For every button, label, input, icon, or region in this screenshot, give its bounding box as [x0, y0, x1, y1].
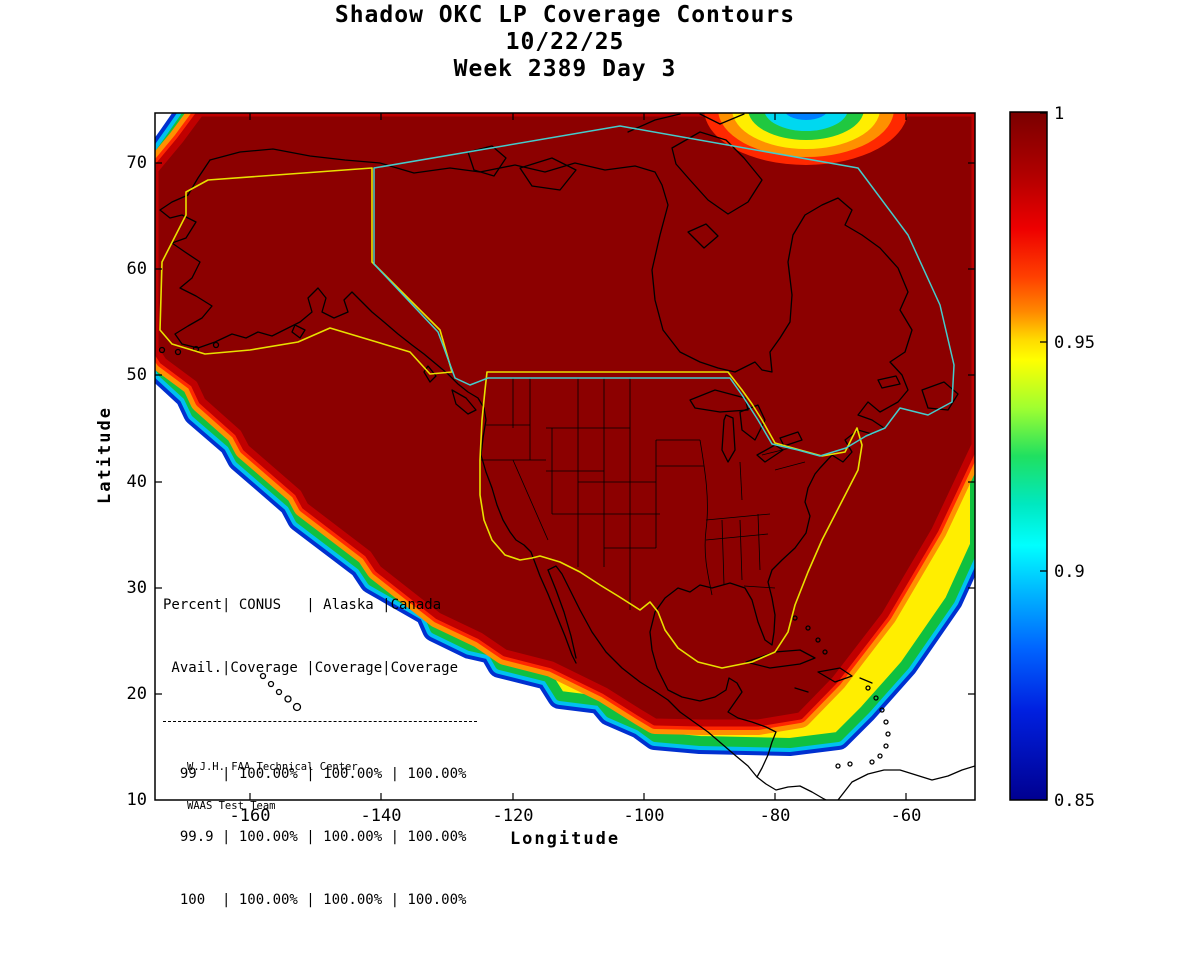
y-tick-40: 40 — [126, 472, 147, 492]
coverage-table-header-2: Avail.|Coverage |Coverage|Coverage — [163, 660, 459, 676]
credit-line-2: WAAS Test Team — [187, 800, 276, 812]
colorbar-gradient — [1009, 111, 1048, 801]
top-edge-low-coverage-notch — [704, 113, 908, 165]
x-tick--80: -80 — [759, 806, 791, 826]
colorbar-tick-1: 1 — [1054, 104, 1065, 124]
y-tick-20: 20 — [126, 684, 147, 704]
figure-title: Shadow OKC LP Coverage Contours 10/22/25… — [165, 2, 965, 83]
y-axis-label: Latitude — [95, 406, 115, 504]
coverage-full-region — [155, 113, 975, 735]
title-line-1: Shadow OKC LP Coverage Contours — [334, 2, 796, 28]
coverage-map-figure — [154, 111, 1048, 801]
credit-line-1: W.J.H. FAA Technical Center — [187, 761, 358, 773]
y-tick-10: 10 — [126, 790, 147, 810]
coastline — [158, 113, 975, 800]
coverage-table-rows: 99 | 100.00% | 100.00% | 100.00% 99.9 | … — [163, 721, 477, 953]
coverage-table-row-100: 100 | 100.00% | 100.00% | 100.00% — [163, 892, 467, 908]
x-axis-label: Longitude — [509, 829, 621, 849]
x-tick--160: -160 — [229, 806, 271, 826]
y-tick-70: 70 — [126, 153, 147, 173]
colorbar-ticks — [1040, 112, 1047, 801]
x-tick--60: -60 — [890, 806, 922, 826]
plot-frame — [154, 112, 976, 801]
coverage-table-row-99: 99 | 100.00% | 100.00% | 100.00% — [163, 766, 467, 782]
plot-area — [155, 113, 975, 800]
coverage-table-header-1: Percent| CONUS | Alaska |Canada — [163, 597, 442, 613]
credit-text: W.J.H. FAA Technical Center WAAS Test Te… — [187, 735, 358, 826]
title-line-3: Week 2389 Day 3 — [453, 56, 677, 82]
colorbar-tick-09: 0.9 — [1054, 562, 1085, 582]
colorbar — [1009, 111, 1048, 801]
coverage-table-row-999: 99.9 | 100.00% | 100.00% | 100.00% — [163, 829, 467, 845]
axis-ticks — [155, 113, 975, 800]
coverage-summary-table: Percent| CONUS | Alaska |Canada Avail.|C… — [163, 553, 477, 974]
canada-boundary-outline — [373, 125, 955, 457]
x-tick--120: -120 — [492, 806, 534, 826]
x-tick--100: -100 — [623, 806, 665, 826]
alaska-boundary-outline — [159, 167, 453, 375]
title-line-2: 10/22/25 — [505, 29, 625, 55]
y-tick-30: 30 — [126, 578, 147, 598]
colorbar-tick-085: 0.85 — [1054, 791, 1095, 811]
x-tick--140: -140 — [360, 806, 402, 826]
colorbar-tick-095: 0.95 — [1054, 333, 1095, 353]
y-tick-50: 50 — [126, 365, 147, 385]
y-tick-60: 60 — [126, 259, 147, 279]
